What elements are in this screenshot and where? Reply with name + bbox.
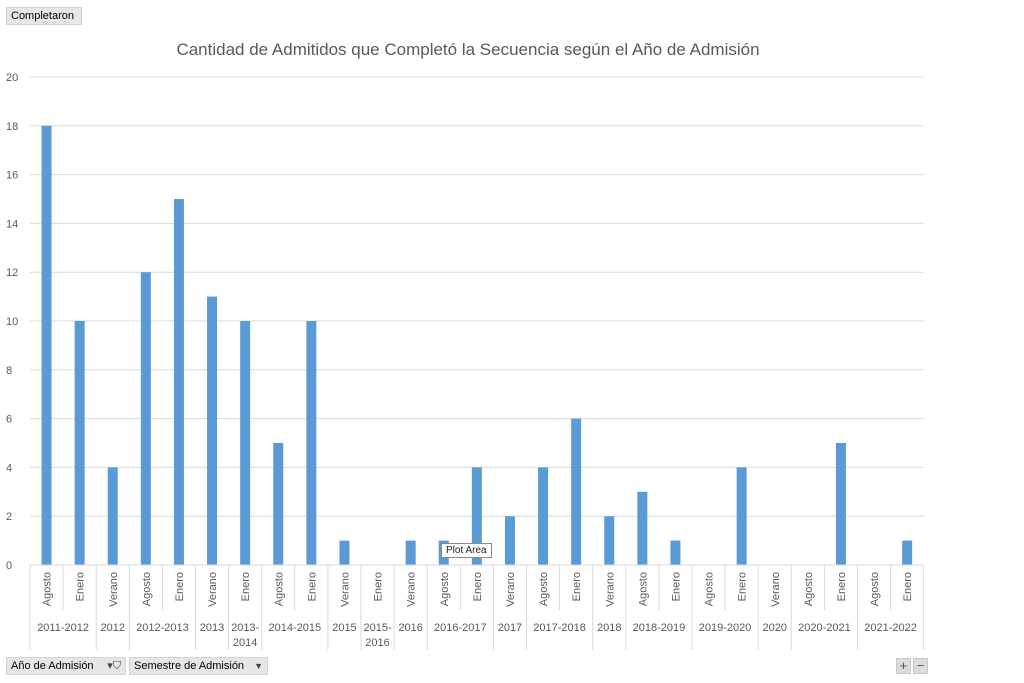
x-group-label: 2013-2014 bbox=[231, 622, 259, 649]
x-sublabel: Agosto bbox=[637, 572, 649, 606]
x-sublabel: Enero bbox=[836, 572, 848, 601]
bar[interactable] bbox=[173, 199, 184, 565]
values-field-label: Completaron bbox=[11, 10, 74, 22]
x-sublabel: Enero bbox=[75, 572, 87, 601]
x-sublabel: Verano bbox=[108, 572, 120, 607]
bar[interactable] bbox=[670, 540, 681, 565]
bar[interactable] bbox=[240, 321, 251, 565]
bar[interactable] bbox=[41, 125, 52, 566]
x-group-label: 2020 bbox=[763, 622, 787, 634]
chart-title: Cantidad de Admitidos que Completó la Se… bbox=[176, 40, 759, 59]
y-tick-label: 10 bbox=[6, 316, 18, 328]
bars bbox=[41, 125, 913, 566]
x-group-label: 2018-2019 bbox=[633, 622, 686, 634]
x-sublabel: Agosto bbox=[869, 572, 881, 606]
bar[interactable] bbox=[604, 516, 615, 565]
bar[interactable] bbox=[504, 516, 515, 565]
bar[interactable] bbox=[74, 321, 85, 565]
x-group-label: 2011-2012 bbox=[37, 622, 89, 634]
axis-field-semester-button[interactable]: Semestre de Admisión ▼ bbox=[129, 657, 268, 675]
x-sublabel: Agosto bbox=[803, 572, 815, 606]
bar[interactable] bbox=[835, 443, 846, 565]
x-sublabel: Verano bbox=[770, 572, 782, 607]
x-sublabel: Enero bbox=[174, 572, 186, 601]
x-sublabel: Enero bbox=[240, 572, 252, 601]
y-axis-ticks: 0 2 4 6 8 10 12 14 16 18 20 bbox=[6, 72, 18, 572]
x-axis: Agosto Enero 2011-2012 Verano 2012 Agosto Ener… bbox=[29, 564, 925, 650]
x-sublabel: Enero bbox=[306, 572, 318, 601]
y-tick-label: 8 bbox=[6, 365, 12, 377]
y-tick-label: 18 bbox=[6, 121, 18, 133]
dropdown-icon: ▼ bbox=[254, 661, 263, 671]
x-group-label: 2016 bbox=[398, 622, 422, 634]
x-sublabel: Enero bbox=[472, 572, 484, 601]
x-sublabel: Enero bbox=[737, 572, 749, 601]
x-group-label: 2018 bbox=[597, 622, 621, 634]
y-tick-label: 16 bbox=[6, 170, 18, 182]
axis-field-year-label: Año de Admisión bbox=[11, 660, 94, 672]
axis-field-semester-label: Semestre de Admisión bbox=[134, 660, 245, 672]
bar[interactable] bbox=[140, 272, 151, 565]
x-sublabel: Verano bbox=[505, 572, 517, 607]
bar[interactable] bbox=[637, 491, 648, 565]
x-group-label: 2015 bbox=[332, 622, 356, 634]
x-sublabel: Enero bbox=[373, 572, 385, 601]
x-sublabel: Agosto bbox=[141, 572, 153, 606]
x-group-label: 2020-2021 bbox=[798, 622, 851, 634]
x-sublabel: Enero bbox=[670, 572, 682, 601]
x-group-label: 2019-2020 bbox=[699, 622, 752, 634]
y-tick-label: 4 bbox=[6, 462, 12, 474]
x-sublabel: Agosto bbox=[538, 572, 550, 606]
bar[interactable] bbox=[902, 540, 913, 565]
y-tick-label: 0 bbox=[6, 560, 12, 572]
zoom-in-button[interactable]: + bbox=[896, 658, 911, 674]
y-tick-label: 2 bbox=[6, 511, 12, 523]
plot-area-tooltip: Plot Area bbox=[441, 543, 492, 558]
bar[interactable] bbox=[207, 296, 218, 565]
x-group-label: 2015-2016 bbox=[363, 622, 391, 649]
x-sublabel: Agosto bbox=[704, 572, 716, 606]
x-sublabel: Enero bbox=[902, 572, 914, 601]
x-group-label: 2012 bbox=[101, 622, 125, 634]
x-group-label: 2013 bbox=[200, 622, 224, 634]
x-group-label: 2017 bbox=[498, 622, 522, 634]
x-sublabel: Enero bbox=[571, 572, 583, 601]
x-sublabel: Agosto bbox=[273, 572, 285, 606]
bar[interactable] bbox=[339, 540, 350, 565]
bar[interactable] bbox=[471, 467, 482, 565]
x-group-label: 2021-2022 bbox=[864, 622, 917, 634]
filter-dropdown-icon: ▾⛉ bbox=[107, 660, 121, 672]
x-sublabel: Verano bbox=[339, 572, 351, 607]
x-group-label: 2016-2017 bbox=[434, 622, 487, 634]
x-sublabel: Agosto bbox=[42, 572, 54, 606]
y-tick-label: 14 bbox=[6, 218, 18, 230]
y-tick-label: 6 bbox=[6, 414, 12, 426]
zoom-out-button[interactable]: − bbox=[913, 658, 928, 674]
x-group-label: 2012-2013 bbox=[136, 622, 189, 634]
x-group-label: 2014-2015 bbox=[268, 622, 321, 634]
y-tick-label: 20 bbox=[6, 72, 18, 84]
x-sublabel: Verano bbox=[406, 572, 418, 607]
x-sublabel: Verano bbox=[604, 572, 616, 607]
axis-field-year-button[interactable]: Año de Admisión ▾⛉ bbox=[6, 657, 126, 675]
bar[interactable] bbox=[736, 467, 747, 565]
values-field-button[interactable]: Completaron bbox=[6, 7, 82, 25]
bar[interactable] bbox=[405, 540, 416, 565]
y-tick-label: 12 bbox=[6, 267, 18, 279]
bar[interactable] bbox=[306, 321, 317, 565]
bar[interactable] bbox=[273, 443, 284, 565]
x-group-label: 2017-2018 bbox=[533, 622, 586, 634]
bar[interactable] bbox=[571, 418, 582, 565]
x-sublabel: Agosto bbox=[439, 572, 451, 606]
x-sublabel: Verano bbox=[207, 572, 219, 607]
bar[interactable] bbox=[538, 467, 549, 565]
bar[interactable] bbox=[107, 467, 118, 565]
